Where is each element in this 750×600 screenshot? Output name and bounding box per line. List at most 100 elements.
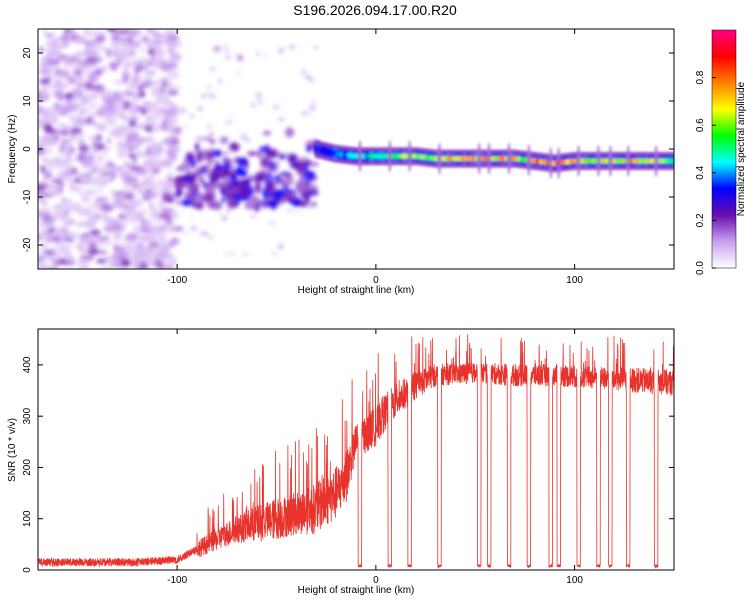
heat-blob xyxy=(126,106,136,112)
heat-blob xyxy=(221,157,232,164)
heat-blob xyxy=(287,153,296,164)
heat-blob xyxy=(186,194,197,201)
heat-blob xyxy=(96,258,107,264)
heat-blob xyxy=(157,199,166,209)
spectrogram-y-tick-label: 20 xyxy=(22,47,33,59)
heat-blob xyxy=(195,195,201,204)
heat-blob xyxy=(129,216,140,222)
heat-blob xyxy=(86,44,94,48)
heat-blob xyxy=(170,131,175,138)
heat-blob xyxy=(157,109,163,118)
heat-blob xyxy=(78,175,87,180)
heat-blob xyxy=(63,124,70,132)
snr-frame xyxy=(37,328,675,571)
spectrogram-y-tick-label: -20 xyxy=(22,237,33,252)
heat-blob xyxy=(300,69,307,74)
heat-blob xyxy=(134,63,145,72)
heat-blob xyxy=(78,265,84,269)
heat-blob xyxy=(67,77,78,85)
heat-blob xyxy=(224,251,231,256)
heat-blob xyxy=(303,160,313,166)
heat-blob xyxy=(44,33,52,38)
spectrogram-y-tick-label: 10 xyxy=(22,95,33,107)
heat-blob xyxy=(141,111,146,116)
heat-blob xyxy=(55,92,67,101)
heat-blob xyxy=(165,265,175,269)
heat-blob xyxy=(51,156,65,163)
heat-blob xyxy=(200,164,211,171)
heat-blob xyxy=(76,82,86,87)
heat-blob xyxy=(254,181,262,194)
heat-blob xyxy=(305,170,316,181)
heat-blob xyxy=(263,53,268,58)
heat-blob xyxy=(61,145,70,149)
heat-blob xyxy=(250,195,260,206)
heat-blob xyxy=(269,161,276,170)
heat-blob xyxy=(160,233,166,242)
heat-blob xyxy=(255,172,261,185)
heat-blob xyxy=(93,122,99,126)
heat-blob xyxy=(109,122,116,128)
heat-blob xyxy=(477,142,482,175)
heat-blob xyxy=(80,94,94,103)
heat-blob xyxy=(151,79,164,88)
heat-blob xyxy=(155,181,169,187)
heat-blob xyxy=(140,48,146,54)
heat-blob xyxy=(190,213,195,219)
heat-blob xyxy=(119,40,129,48)
heat-blob xyxy=(266,181,274,189)
heat-blob xyxy=(163,29,178,36)
heat-blob xyxy=(131,76,140,86)
heat-blob xyxy=(132,158,137,165)
heat-blob xyxy=(129,111,136,118)
heat-blob xyxy=(113,196,127,205)
heat-blob xyxy=(122,247,133,252)
heat-blob xyxy=(140,216,147,225)
heat-blob xyxy=(171,137,179,145)
heat-blob xyxy=(97,154,103,163)
heat-blob xyxy=(175,200,182,206)
heat-blob xyxy=(127,177,139,182)
heat-blob xyxy=(153,252,161,260)
heat-blob xyxy=(284,189,296,194)
heat-blob xyxy=(240,187,251,198)
heat-blob xyxy=(81,197,91,203)
heat-blob xyxy=(290,162,302,169)
heat-blob xyxy=(272,251,278,255)
heat-blob xyxy=(41,202,49,206)
heat-blob xyxy=(93,161,98,166)
heat-blob xyxy=(148,202,155,210)
heat-blob xyxy=(224,121,233,124)
heat-blob xyxy=(161,192,166,201)
heat-blob xyxy=(120,219,129,225)
heat-blob xyxy=(226,207,231,214)
heat-blob xyxy=(146,135,155,143)
heat-blob xyxy=(487,142,492,175)
heat-blob xyxy=(199,231,209,236)
heat-blob xyxy=(64,92,74,100)
heat-blob xyxy=(230,115,236,118)
heat-blob xyxy=(100,203,114,213)
heat-blob xyxy=(169,52,182,62)
heat-blob xyxy=(84,188,97,196)
snr-y-axis-label: SNR (10 * v/v) xyxy=(7,418,18,482)
heat-blob xyxy=(123,236,137,241)
heat-blob xyxy=(262,130,272,136)
heat-blob xyxy=(39,78,51,85)
heat-blob xyxy=(205,85,212,90)
heat-blob xyxy=(134,59,141,65)
heat-blob xyxy=(507,142,512,175)
snr-x-tick-label: -100 xyxy=(167,575,187,586)
heat-blob xyxy=(122,74,129,84)
heat-blob xyxy=(249,215,258,218)
colorbar-tick-label: 0.0 xyxy=(695,261,706,275)
heat-blob xyxy=(168,192,177,198)
heat-blob xyxy=(256,98,264,105)
heat-blob xyxy=(277,117,286,122)
heat-blob xyxy=(136,264,145,269)
heat-blob xyxy=(150,123,165,132)
heat-blob xyxy=(223,150,228,157)
heat-blob xyxy=(235,71,242,75)
heat-blob xyxy=(576,145,581,177)
heat-blob xyxy=(229,142,240,152)
